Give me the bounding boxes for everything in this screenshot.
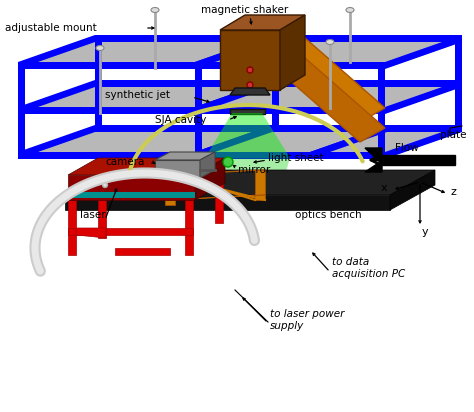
Polygon shape — [385, 35, 462, 69]
Polygon shape — [18, 125, 95, 159]
Ellipse shape — [223, 157, 233, 167]
Polygon shape — [220, 30, 280, 90]
Polygon shape — [365, 148, 382, 172]
Text: Flow: Flow — [395, 143, 419, 153]
Polygon shape — [255, 170, 265, 200]
Polygon shape — [280, 58, 385, 142]
Ellipse shape — [346, 7, 354, 12]
Polygon shape — [18, 80, 95, 114]
Text: x: x — [380, 183, 387, 193]
Polygon shape — [98, 183, 106, 238]
Polygon shape — [220, 15, 305, 30]
Polygon shape — [195, 69, 202, 107]
Ellipse shape — [247, 82, 253, 88]
Polygon shape — [230, 109, 265, 114]
Polygon shape — [195, 80, 272, 114]
Text: SJA cavity: SJA cavity — [155, 115, 206, 125]
Text: y: y — [422, 227, 428, 237]
Polygon shape — [165, 195, 265, 200]
Text: adjustable mount: adjustable mount — [5, 23, 97, 33]
Polygon shape — [165, 175, 175, 205]
Polygon shape — [18, 114, 25, 152]
Polygon shape — [76, 228, 106, 238]
Polygon shape — [455, 87, 462, 125]
Ellipse shape — [151, 7, 159, 12]
Text: light sheet: light sheet — [268, 153, 324, 163]
Polygon shape — [385, 125, 462, 159]
Polygon shape — [385, 80, 462, 114]
Polygon shape — [310, 125, 390, 152]
Ellipse shape — [88, 183, 92, 187]
Polygon shape — [280, 38, 385, 122]
Polygon shape — [272, 42, 279, 80]
Polygon shape — [95, 35, 462, 42]
Polygon shape — [230, 88, 270, 95]
Polygon shape — [18, 69, 25, 107]
Polygon shape — [200, 152, 215, 178]
Polygon shape — [115, 248, 170, 255]
Text: magnetic shaker: magnetic shaker — [201, 5, 289, 15]
Polygon shape — [155, 160, 200, 178]
Text: optics bench: optics bench — [295, 210, 362, 220]
Polygon shape — [272, 87, 279, 125]
Polygon shape — [195, 158, 225, 200]
Polygon shape — [18, 131, 462, 158]
Ellipse shape — [96, 45, 104, 51]
Polygon shape — [95, 42, 102, 80]
Polygon shape — [165, 170, 265, 175]
Text: plate: plate — [440, 130, 466, 140]
Polygon shape — [195, 35, 275, 62]
Polygon shape — [18, 35, 95, 69]
Ellipse shape — [326, 40, 334, 44]
Text: to data
acquisition PC: to data acquisition PC — [332, 257, 405, 279]
Polygon shape — [195, 80, 275, 107]
Polygon shape — [378, 114, 385, 152]
Polygon shape — [195, 125, 272, 159]
Polygon shape — [95, 80, 462, 87]
Polygon shape — [18, 107, 385, 114]
Polygon shape — [68, 228, 193, 235]
Text: mirror: mirror — [238, 165, 270, 175]
Polygon shape — [95, 87, 102, 125]
Polygon shape — [68, 200, 76, 255]
Polygon shape — [18, 41, 462, 68]
Polygon shape — [65, 170, 435, 195]
Polygon shape — [455, 42, 462, 80]
Polygon shape — [95, 125, 462, 132]
Text: to laser power
supply: to laser power supply — [270, 309, 345, 331]
Polygon shape — [18, 86, 462, 113]
Polygon shape — [380, 155, 455, 165]
Polygon shape — [195, 35, 272, 69]
Polygon shape — [378, 69, 385, 107]
Polygon shape — [390, 170, 435, 210]
Polygon shape — [155, 152, 215, 160]
Polygon shape — [310, 125, 387, 159]
Polygon shape — [215, 168, 223, 223]
Text: synthetic jet: synthetic jet — [105, 90, 170, 100]
Text: laser: laser — [80, 210, 106, 220]
Polygon shape — [195, 114, 202, 152]
Polygon shape — [280, 15, 305, 90]
Polygon shape — [205, 113, 290, 158]
Ellipse shape — [102, 183, 108, 187]
Polygon shape — [18, 62, 385, 69]
Polygon shape — [205, 158, 290, 175]
Polygon shape — [195, 125, 275, 152]
Text: camera: camera — [105, 157, 145, 167]
Text: z: z — [451, 187, 457, 197]
Polygon shape — [68, 158, 225, 175]
Polygon shape — [18, 152, 385, 159]
Polygon shape — [65, 195, 390, 210]
Polygon shape — [68, 175, 195, 200]
Polygon shape — [68, 192, 195, 198]
Ellipse shape — [247, 67, 253, 73]
Polygon shape — [185, 200, 193, 255]
